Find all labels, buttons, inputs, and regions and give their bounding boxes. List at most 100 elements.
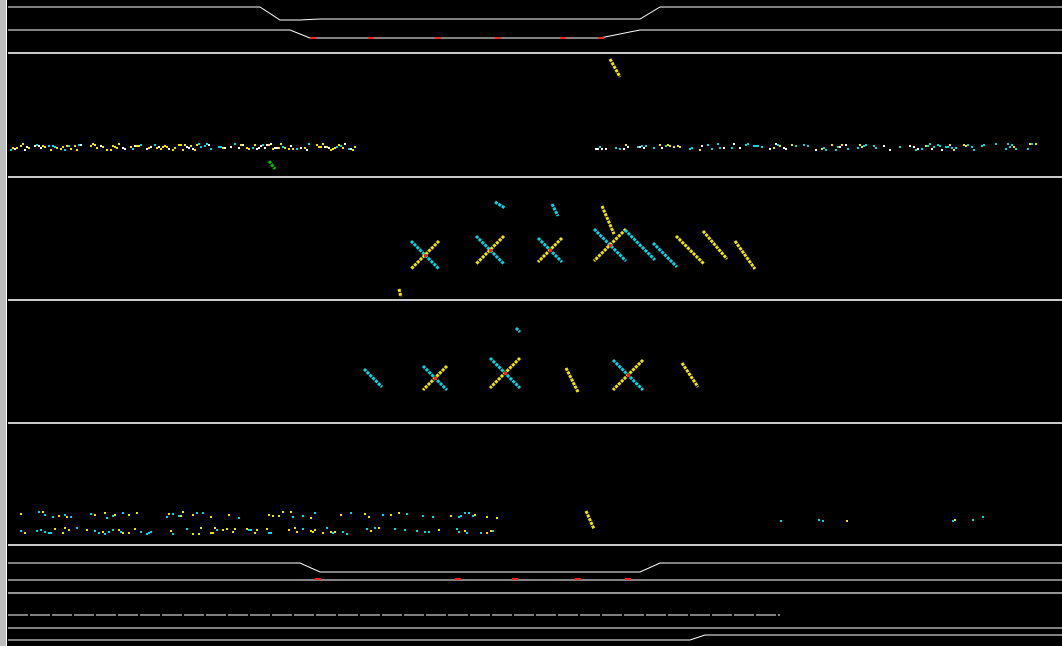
noise-dot (679, 146, 681, 148)
noise-dot (238, 517, 240, 519)
noise-dot (601, 148, 603, 150)
noise-dot (643, 147, 645, 149)
noise-dot (204, 145, 206, 147)
noise-dot (64, 149, 66, 151)
noise-dot (795, 145, 797, 147)
noise-dot (354, 146, 356, 148)
noise-dot (815, 149, 817, 151)
noise-dot (779, 145, 781, 147)
noise-dot (26, 146, 28, 148)
noise-dot (206, 143, 208, 145)
noise-dot (773, 147, 775, 149)
noise-dot (38, 511, 40, 513)
noise-dot (156, 147, 158, 149)
noise-dot (140, 531, 142, 533)
noise-dot (366, 528, 368, 530)
noise-dot (160, 148, 162, 150)
red-tick (435, 37, 441, 39)
noise-dot (10, 149, 12, 151)
noise-dot (134, 145, 136, 147)
noise-dot (318, 146, 320, 148)
noise-dot (823, 147, 825, 149)
noise-dot (468, 512, 470, 514)
noise-dot (40, 529, 42, 531)
noise-dot (933, 146, 935, 148)
red-tick (560, 37, 566, 39)
noise-dot (20, 530, 22, 532)
noise-dot (1027, 148, 1029, 150)
noise-dot (234, 528, 236, 530)
noise-dot (390, 514, 392, 516)
noise-dot (292, 516, 294, 518)
noise-dot (50, 149, 52, 151)
noise-dot (50, 532, 52, 534)
noise-dot (134, 528, 136, 530)
noise-dot (492, 530, 494, 532)
noise-dot (222, 529, 224, 531)
noise-dot (66, 516, 68, 518)
noise-dot (14, 148, 16, 150)
noise-dot (94, 514, 96, 516)
noise-dot (464, 530, 466, 532)
noise-dot (913, 146, 915, 148)
noise-dot (745, 144, 747, 146)
noise-dot (260, 145, 262, 147)
noise-dot (178, 144, 180, 146)
trace-view (0, 0, 1062, 646)
noise-dot (282, 511, 284, 513)
noise-dot (464, 512, 466, 514)
left-border (0, 0, 6, 646)
noise-dot (280, 143, 282, 145)
noise-dot (228, 514, 230, 516)
noise-dot (80, 144, 82, 146)
noise-dot (172, 149, 174, 151)
noise-dot (972, 519, 974, 521)
noise-dot (48, 145, 50, 147)
noise-dot (486, 516, 488, 518)
noise-dot (310, 517, 312, 519)
noise-dot (673, 146, 675, 148)
noise-dot (300, 147, 302, 149)
noise-dot (322, 532, 324, 534)
noise-dot (246, 147, 248, 149)
red-dot (424, 254, 427, 257)
noise-dot (128, 532, 130, 534)
noise-dot (290, 145, 292, 147)
noise-dot (202, 512, 204, 514)
noise-dot (268, 532, 270, 534)
noise-dot (268, 144, 270, 146)
noise-dot (769, 148, 771, 150)
noise-dot (324, 146, 326, 148)
noise-dot (296, 148, 298, 150)
noise-dot (378, 527, 380, 529)
noise-dot (348, 148, 350, 150)
noise-dot (619, 148, 621, 150)
noise-dot (92, 143, 94, 145)
noise-dot (456, 528, 458, 530)
noise-dot (605, 148, 607, 150)
noise-dot (208, 144, 210, 146)
noise-dot (937, 144, 939, 146)
noise-dot (54, 146, 56, 148)
noise-dot (645, 145, 647, 147)
noise-dot (941, 149, 943, 151)
red-dot (627, 374, 630, 377)
noise-dot (148, 532, 150, 534)
noise-dot (691, 147, 693, 149)
noise-dot (818, 519, 820, 521)
noise-dot (822, 520, 824, 522)
noise-dot (136, 512, 138, 514)
noise-dot (382, 514, 384, 516)
noise-dot (889, 149, 891, 151)
noise-dot (332, 148, 334, 150)
noise-dot (450, 515, 452, 517)
noise-dot (344, 143, 346, 145)
noise-dot (76, 527, 78, 529)
noise-dot (731, 147, 733, 149)
noise-dot (270, 532, 272, 534)
noise-dot (661, 147, 663, 149)
noise-dot (899, 146, 901, 148)
noise-dot (48, 532, 50, 534)
noise-dot (338, 144, 340, 146)
noise-dot (352, 149, 354, 151)
